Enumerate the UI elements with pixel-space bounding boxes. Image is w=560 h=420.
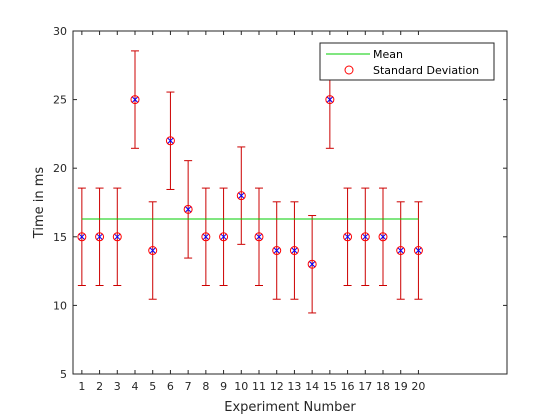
data-marker-x xyxy=(273,247,281,254)
data-marker-circle xyxy=(289,246,299,256)
y-tick-label: 15 xyxy=(53,231,67,244)
x-tick-label: 2 xyxy=(96,380,103,393)
x-tick-label: 17 xyxy=(358,380,372,393)
legend-sd-swatch xyxy=(344,65,354,75)
y-tick-label: 5 xyxy=(60,368,67,381)
data-marker-circle xyxy=(201,232,211,242)
data-marker-x xyxy=(344,233,351,241)
x-tick-label: 7 xyxy=(185,380,192,393)
data-marker-x xyxy=(397,247,405,254)
data-marker-x xyxy=(220,233,227,241)
x-axis-ticks: 1 2 3 4 5 6 7 8 9 10 11 12 13 14 15 16 17 18 19 20 xyxy=(78,31,425,393)
plot-area xyxy=(73,31,507,374)
data-marker-x xyxy=(78,233,86,241)
x-tick-label: 6 xyxy=(167,380,174,393)
data-marker-circle xyxy=(165,136,175,146)
data-marker-x xyxy=(167,137,174,145)
x-tick-label: 16 xyxy=(341,380,355,393)
data-marker-x xyxy=(131,96,139,103)
x-tick-label: 14 xyxy=(305,380,319,393)
plot-border xyxy=(72,30,508,375)
data-marker-x xyxy=(255,233,263,241)
x-tick-label: 3 xyxy=(114,380,121,393)
y-tick-label: 20 xyxy=(53,162,67,175)
data-marker-circle xyxy=(254,232,264,242)
data-marker-x xyxy=(291,247,298,254)
x-tick-label: 15 xyxy=(323,380,337,393)
data-marker-circle xyxy=(130,95,140,105)
x-tick-label: 18 xyxy=(376,380,390,393)
y-tick-label: 25 xyxy=(53,94,67,107)
y-tick-label: 30 xyxy=(53,25,67,38)
data-marker-x xyxy=(361,233,369,241)
data-marker-circle xyxy=(77,232,87,242)
legend: Mean Standard Deviation xyxy=(319,42,495,81)
data-marker-x xyxy=(326,96,334,103)
x-tick-label: 1 xyxy=(78,380,85,393)
data-marker-x xyxy=(415,247,422,254)
data-marker-circle xyxy=(360,232,370,242)
data-marker-x xyxy=(149,247,157,254)
x-axis-label: Experiment Number xyxy=(224,400,356,415)
data-marker-x xyxy=(237,192,245,199)
x-tick-label: 10 xyxy=(234,380,248,393)
y-tick-label: 10 xyxy=(53,299,67,312)
x-tick-label: 8 xyxy=(202,380,209,393)
legend-mean-label: Mean xyxy=(373,48,403,61)
data-marker-circle xyxy=(272,246,282,256)
data-marker-circle xyxy=(112,232,122,242)
data-marker-circle xyxy=(183,204,193,214)
data-marker-x xyxy=(96,233,103,241)
legend-box xyxy=(319,42,495,81)
data-marker-x xyxy=(184,206,192,213)
data-marker-x xyxy=(379,233,387,241)
y-axis-label: Time in ms xyxy=(32,167,47,240)
markers-group xyxy=(77,95,423,269)
data-marker-circle xyxy=(378,232,388,242)
x-tick-label: 4 xyxy=(132,380,139,393)
x-tick-label: 12 xyxy=(270,380,284,393)
x-tick-label: 11 xyxy=(252,380,266,393)
data-marker-x xyxy=(308,260,316,268)
data-marker-circle xyxy=(219,232,229,242)
data-marker-circle xyxy=(325,95,335,105)
data-marker-circle xyxy=(396,246,406,256)
data-marker-x xyxy=(202,233,210,241)
data-marker-circle xyxy=(413,246,423,256)
x-tick-label: 19 xyxy=(394,380,408,393)
x-tick-label: 20 xyxy=(411,380,425,393)
x-tick-label: 13 xyxy=(287,380,301,393)
data-marker-circle xyxy=(148,246,158,256)
legend-sd-label: Standard Deviation xyxy=(373,64,479,77)
data-marker-circle xyxy=(343,232,353,242)
data-marker-circle xyxy=(236,191,246,201)
data-marker-circle xyxy=(307,259,317,269)
y-axis-ticks: 5 10 15 20 25 30 xyxy=(53,25,507,381)
data-marker-x xyxy=(113,233,121,241)
x-tick-label: 9 xyxy=(220,380,227,393)
x-tick-label: 5 xyxy=(149,380,156,393)
data-marker-circle xyxy=(95,232,105,242)
